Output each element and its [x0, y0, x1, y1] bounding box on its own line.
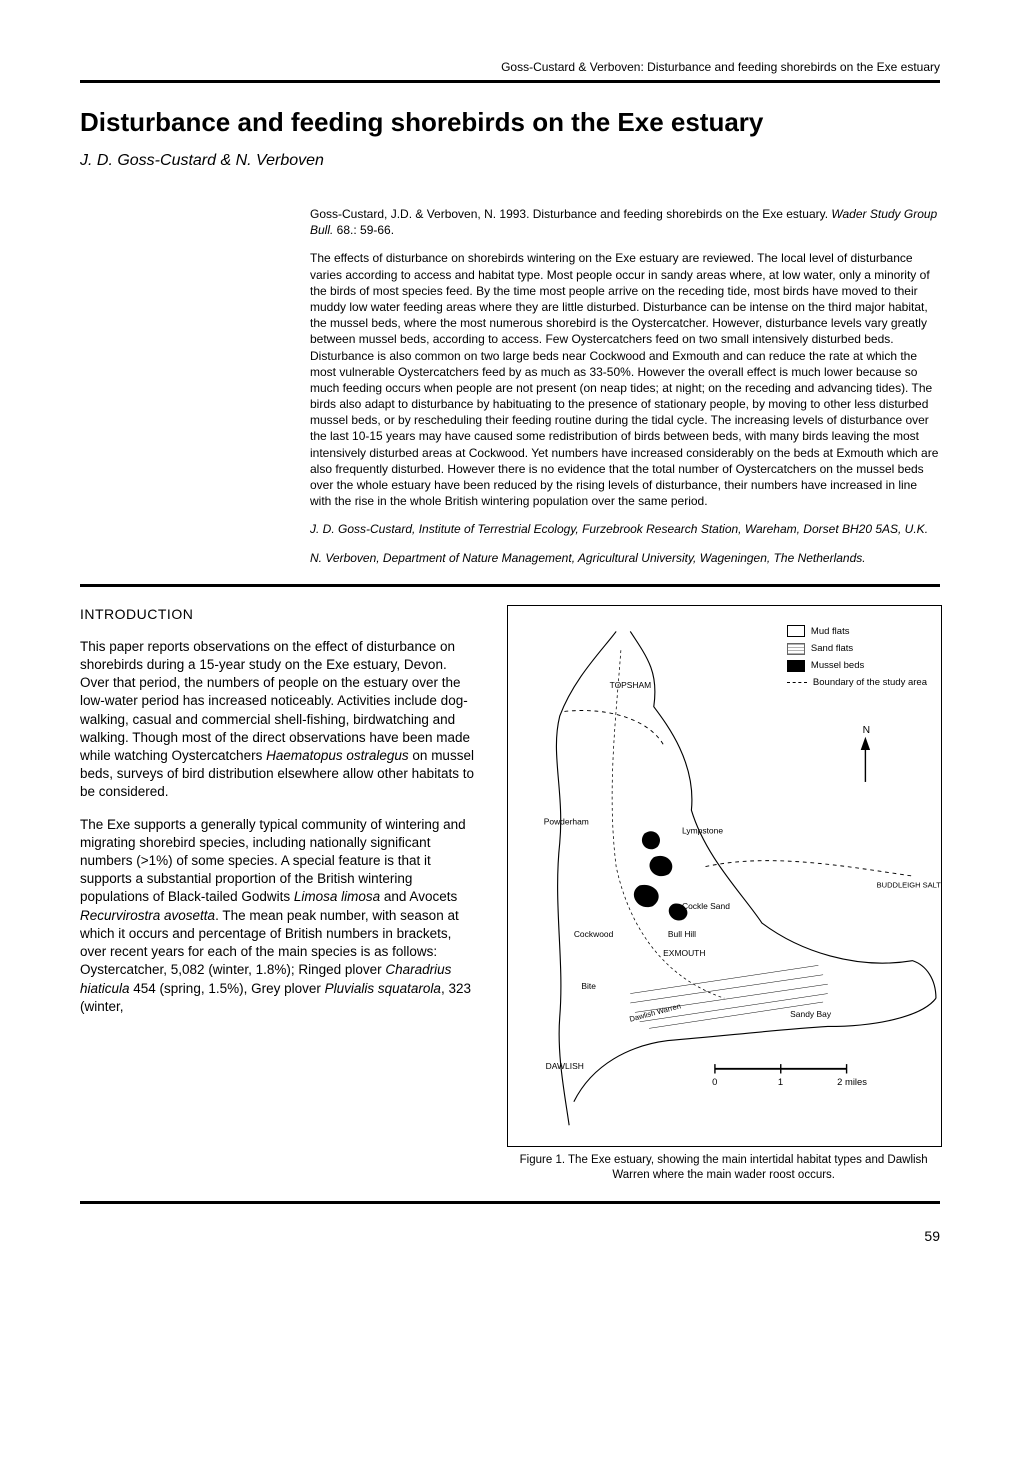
label-lympstone: Lympstone [682, 825, 723, 835]
scale-bar-icon [715, 1064, 847, 1073]
scale-2: 2 miles [838, 1076, 868, 1087]
legend-mud-label: Mud flats [811, 624, 850, 639]
legend-mussel: Mussel beds [787, 658, 927, 673]
label-warren: Dawlish Warren [629, 1001, 682, 1023]
abstract-block: Goss-Custard, J.D. & Verboven, N. 1993. … [310, 206, 940, 566]
rule-bottom [80, 1201, 940, 1204]
intro-p1-a: This paper reports observations on the e… [80, 639, 470, 763]
rule-top [80, 80, 940, 83]
article-title: Disturbance and feeding shorebirds on th… [80, 107, 940, 138]
intro-para-1: This paper reports observations on the e… [80, 638, 479, 802]
swatch-mud-icon [787, 625, 805, 637]
legend-boundary-label: Boundary of the study area [813, 675, 927, 690]
label-sandybay: Sandy Bay [791, 1009, 833, 1019]
two-column-layout: INTRODUCTION This paper reports observat… [80, 605, 940, 1183]
label-powderham: Powderham [544, 816, 589, 826]
label-cockle: Cockle Sand [682, 901, 730, 911]
swatch-sand-icon [787, 643, 805, 655]
affiliation-1: J. D. Goss-Custard, Institute of Terrest… [310, 521, 940, 537]
map-legend: Mud flats Sand flats Mussel beds Boundar… [787, 624, 927, 693]
label-buddleigh: BUDDLEIGH SALTERTON [877, 880, 941, 889]
label-bullhill: Bull Hill [668, 929, 696, 939]
label-cockwood: Cockwood [574, 929, 614, 939]
label-bite: Bite [582, 981, 597, 991]
north-label: N [863, 725, 870, 736]
north-arrow-icon [861, 737, 870, 782]
label-dawlish: DAWLISH [546, 1061, 584, 1071]
intro-p2-sci1: Limosa limosa [294, 889, 380, 904]
intro-p1-sci1: Haematopus ostralegus [266, 748, 409, 763]
column-left: INTRODUCTION This paper reports observat… [80, 605, 479, 1183]
running-head: Goss-Custard & Verboven: Disturbance and… [80, 60, 940, 74]
figure-1-caption: Figure 1. The Exe estuary, showing the m… [507, 1153, 940, 1183]
section-heading-introduction: INTRODUCTION [80, 605, 479, 624]
citation-pre: Goss-Custard, J.D. & Verboven, N. 1993. … [310, 207, 831, 221]
intro-p2-b: and Avocets [380, 889, 457, 904]
legend-sand: Sand flats [787, 641, 927, 656]
abstract-text: The effects of disturbance on shorebirds… [310, 250, 940, 509]
swatch-boundary-icon [787, 682, 807, 683]
citation: Goss-Custard, J.D. & Verboven, N. 1993. … [310, 206, 940, 238]
page-number: 59 [80, 1228, 940, 1244]
intro-p2-sci2: Recurvirostra avosetta [80, 908, 215, 923]
rule-mid [80, 584, 940, 587]
affiliation-2: N. Verboven, Department of Nature Manage… [310, 550, 940, 566]
legend-boundary: Boundary of the study area [787, 675, 927, 690]
intro-p2-d: 454 (spring, 1.5%), Grey plover [130, 981, 325, 996]
intro-p2-sci4: Pluvialis squatarola [325, 981, 441, 996]
scale-0: 0 [712, 1076, 717, 1087]
citation-post: 68.: 59-66. [333, 223, 394, 237]
swatch-mussel-icon [787, 660, 805, 672]
label-topsham: TOPSHAM [610, 680, 652, 690]
scale-1: 1 [778, 1076, 783, 1087]
label-exmouth: EXMOUTH [664, 948, 706, 958]
authors: J. D. Goss-Custard & N. Verboven [80, 152, 940, 170]
column-right: Mud flats Sand flats Mussel beds Boundar… [507, 605, 940, 1183]
intro-para-2: The Exe supports a generally typical com… [80, 816, 479, 1016]
legend-sand-label: Sand flats [811, 641, 853, 656]
legend-mussel-label: Mussel beds [811, 658, 864, 673]
legend-mud: Mud flats [787, 624, 927, 639]
figure-1-map: Mud flats Sand flats Mussel beds Boundar… [507, 605, 942, 1147]
